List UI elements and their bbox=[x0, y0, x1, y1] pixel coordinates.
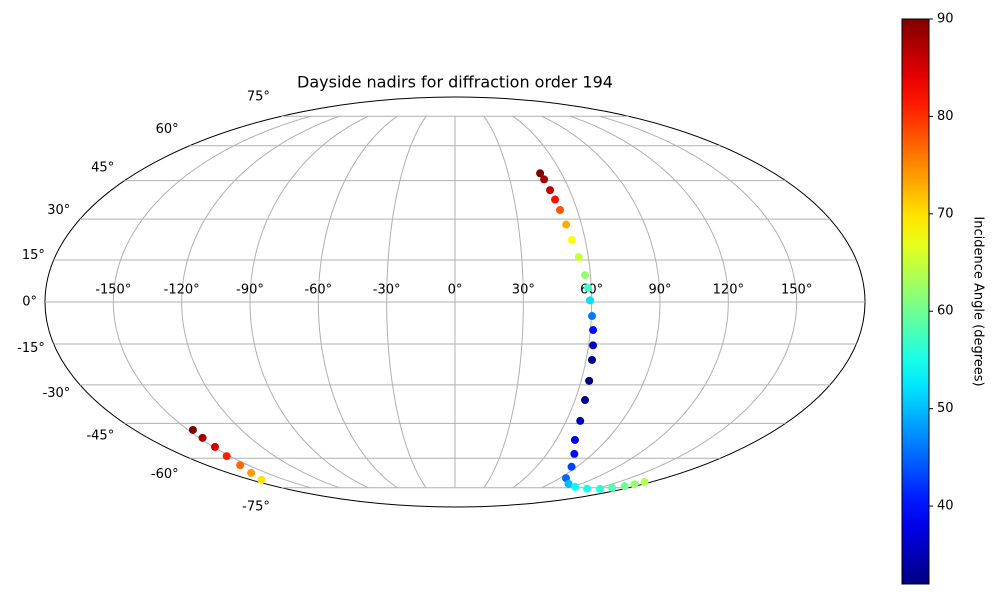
data-point bbox=[574, 253, 583, 262]
data-point bbox=[640, 478, 649, 487]
data-point bbox=[589, 341, 598, 350]
data-point bbox=[556, 205, 565, 214]
data-point bbox=[583, 484, 592, 493]
x-tick-label: 150° bbox=[781, 283, 812, 298]
x-tick-label: 30° bbox=[512, 283, 535, 298]
x-tick-label: 60° bbox=[580, 283, 603, 298]
y-tick-label: 30° bbox=[47, 203, 70, 218]
grid-line bbox=[483, 115, 524, 489]
data-point bbox=[589, 326, 598, 335]
y-tick-label: 60° bbox=[156, 122, 179, 137]
x-tick-label: 0° bbox=[448, 283, 463, 298]
data-point bbox=[571, 482, 580, 491]
data-point bbox=[551, 195, 560, 204]
x-tick-label: 90° bbox=[648, 283, 671, 298]
x-tick-label: -120° bbox=[164, 283, 200, 298]
data-point bbox=[630, 480, 639, 489]
data-point bbox=[536, 169, 545, 178]
y-tick-label: 0° bbox=[22, 295, 37, 310]
y-tick-label: 15° bbox=[22, 248, 45, 263]
y-tick-label: 75° bbox=[247, 90, 270, 105]
y-tick-label: -60° bbox=[151, 467, 179, 482]
data-point bbox=[188, 425, 197, 434]
data-point bbox=[210, 442, 219, 451]
y-tick-label: -45° bbox=[86, 428, 114, 443]
grid-line bbox=[386, 115, 427, 489]
colorbar-tick-label: 60 bbox=[937, 304, 954, 319]
data-point bbox=[546, 186, 555, 195]
colorbar-tick-label: 50 bbox=[937, 401, 954, 416]
data-point bbox=[588, 312, 597, 321]
x-tick-label: -90° bbox=[236, 283, 264, 298]
colorbar-tick-label: 40 bbox=[937, 499, 954, 514]
data-point bbox=[567, 462, 576, 471]
colorbar-label: Incidence Angle (degrees) bbox=[971, 216, 986, 386]
x-tick-label: -60° bbox=[304, 283, 332, 298]
data-point bbox=[236, 461, 245, 470]
grid-line bbox=[112, 115, 311, 489]
grid-line bbox=[317, 115, 398, 489]
data-point bbox=[620, 482, 629, 491]
grid-line bbox=[599, 115, 798, 489]
data-point bbox=[247, 468, 256, 477]
data-point bbox=[257, 475, 266, 484]
y-tick-label: -15° bbox=[17, 341, 45, 356]
data-point bbox=[222, 452, 231, 461]
x-tick-label: -150° bbox=[95, 283, 131, 298]
grid-line bbox=[249, 115, 369, 489]
data-point bbox=[581, 396, 590, 405]
data-point bbox=[562, 220, 571, 229]
data-point bbox=[568, 235, 577, 244]
data-point bbox=[564, 479, 573, 488]
data-point bbox=[540, 175, 549, 184]
data-point bbox=[586, 296, 595, 305]
data-point bbox=[583, 283, 592, 292]
y-tick-label: -30° bbox=[43, 386, 71, 401]
data-point bbox=[570, 435, 579, 444]
data-point bbox=[576, 416, 585, 425]
data-point bbox=[581, 271, 590, 280]
colorbar-tick-label: 90 bbox=[937, 12, 954, 27]
y-tick-label: -75° bbox=[242, 499, 270, 514]
data-point bbox=[585, 376, 594, 385]
data-point bbox=[595, 484, 604, 493]
y-tick-label: 45° bbox=[91, 161, 114, 176]
chart-title: Dayside nadirs for diffraction order 194 bbox=[297, 73, 613, 92]
data-point bbox=[608, 483, 617, 492]
grid-line bbox=[181, 115, 340, 489]
data-point bbox=[198, 433, 207, 442]
data-point bbox=[587, 355, 596, 364]
colorbar-tick-label: 70 bbox=[937, 206, 954, 221]
colorbar bbox=[901, 18, 930, 585]
x-tick-label: -30° bbox=[373, 283, 401, 298]
grid-line bbox=[570, 115, 729, 489]
colorbar-tick-label: 80 bbox=[937, 109, 954, 124]
x-tick-label: 120° bbox=[713, 283, 744, 298]
data-point bbox=[570, 449, 579, 458]
grid-line bbox=[541, 115, 661, 489]
